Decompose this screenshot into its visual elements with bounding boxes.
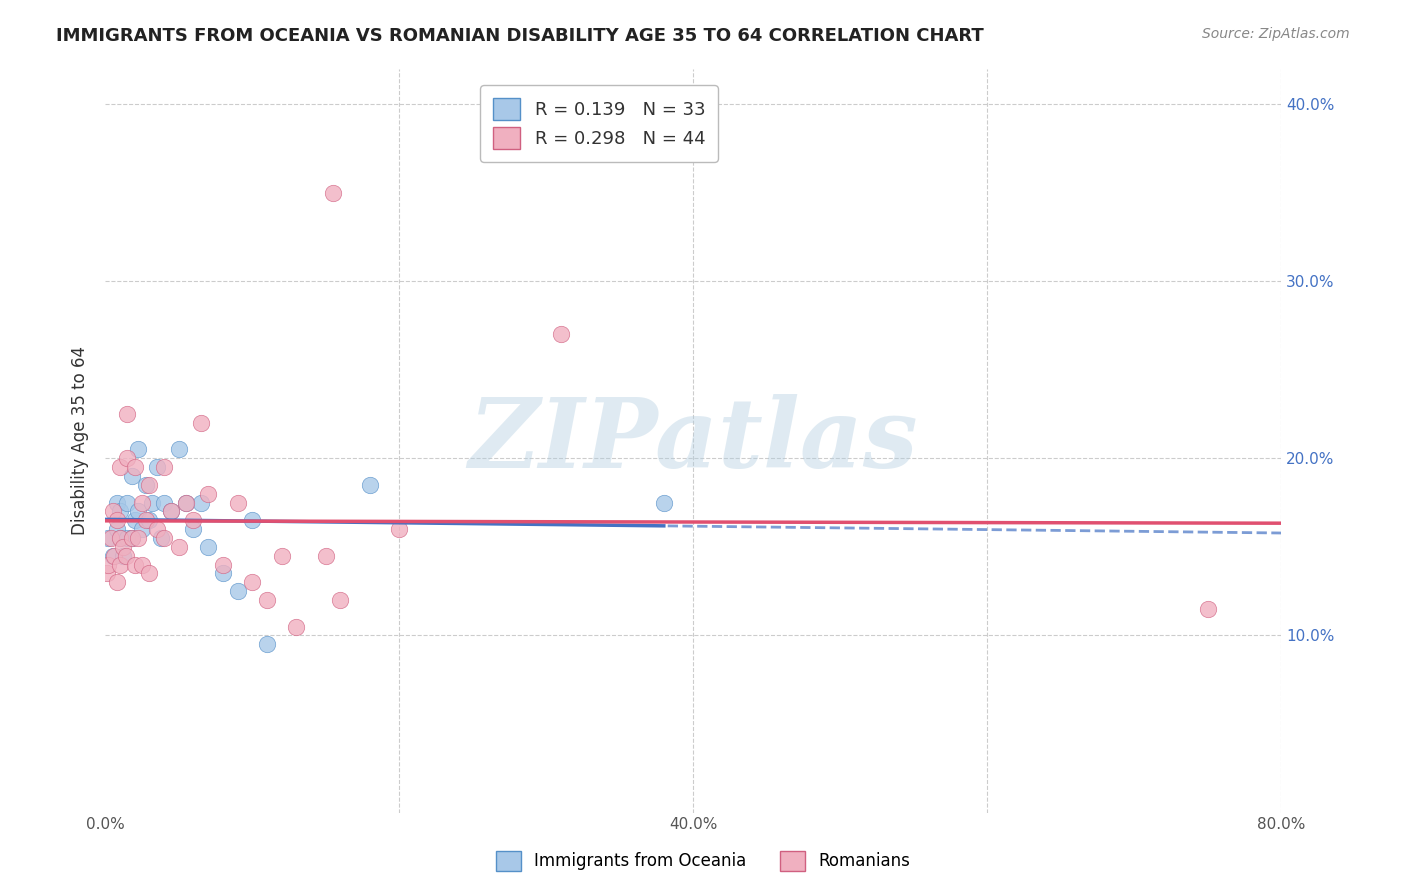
Point — [285, 619, 308, 633]
Point — [174, 495, 197, 509]
Point — [160, 504, 183, 518]
Point — [160, 504, 183, 518]
Point — [127, 531, 149, 545]
Point — [240, 513, 263, 527]
Point — [131, 495, 153, 509]
Point — [315, 549, 337, 563]
Point — [153, 531, 176, 545]
Point — [256, 593, 278, 607]
Point — [190, 495, 212, 509]
Point — [127, 504, 149, 518]
Point — [167, 442, 190, 457]
Text: IMMIGRANTS FROM OCEANIA VS ROMANIAN DISABILITY AGE 35 TO 64 CORRELATION CHART: IMMIGRANTS FROM OCEANIA VS ROMANIAN DISA… — [56, 27, 984, 45]
Point — [153, 460, 176, 475]
Point — [190, 416, 212, 430]
Point — [270, 549, 292, 563]
Point — [256, 637, 278, 651]
Point — [138, 513, 160, 527]
Point — [329, 593, 352, 607]
Point — [108, 531, 131, 545]
Point — [111, 540, 134, 554]
Point — [100, 531, 122, 545]
Point — [183, 513, 205, 527]
Point — [108, 558, 131, 572]
Point — [1197, 602, 1219, 616]
Point — [197, 486, 219, 500]
Point — [226, 495, 249, 509]
Point — [211, 558, 233, 572]
Point — [96, 566, 118, 581]
Legend: Immigrants from Oceania, Romanians: Immigrants from Oceania, Romanians — [488, 842, 918, 880]
Point — [121, 531, 143, 545]
Point — [117, 407, 139, 421]
Point — [652, 495, 675, 509]
Point — [101, 504, 124, 518]
Point — [117, 451, 139, 466]
Legend: R = 0.139   N = 33, R = 0.298   N = 44: R = 0.139 N = 33, R = 0.298 N = 44 — [481, 85, 718, 161]
Point — [153, 495, 176, 509]
Point — [197, 540, 219, 554]
Point — [322, 186, 344, 200]
Point — [226, 584, 249, 599]
Text: Source: ZipAtlas.com: Source: ZipAtlas.com — [1202, 27, 1350, 41]
Point — [111, 549, 134, 563]
Point — [121, 531, 143, 545]
Point — [108, 460, 131, 475]
Point — [121, 469, 143, 483]
Point — [131, 558, 153, 572]
Point — [138, 478, 160, 492]
Point — [211, 566, 233, 581]
Point — [105, 522, 128, 536]
Point — [103, 549, 125, 563]
Point — [183, 522, 205, 536]
Point — [124, 558, 146, 572]
Point — [117, 531, 139, 545]
Point — [131, 522, 153, 536]
Point — [97, 531, 120, 545]
Point — [117, 495, 139, 509]
Point — [124, 513, 146, 527]
Point — [108, 531, 131, 545]
Point — [141, 495, 163, 509]
Point — [388, 522, 411, 536]
Point — [97, 558, 120, 572]
Text: ZIPatlas: ZIPatlas — [468, 393, 918, 488]
Point — [135, 513, 157, 527]
Point — [550, 327, 572, 342]
Point — [150, 531, 173, 545]
Point — [105, 513, 128, 527]
Point — [108, 504, 131, 518]
Point — [124, 460, 146, 475]
Point — [167, 540, 190, 554]
Point — [359, 478, 381, 492]
Point — [145, 460, 167, 475]
Point — [114, 549, 136, 563]
Point — [101, 549, 124, 563]
Point — [127, 442, 149, 457]
Point — [145, 522, 167, 536]
Point — [174, 495, 197, 509]
Point — [240, 575, 263, 590]
Point — [105, 495, 128, 509]
Y-axis label: Disability Age 35 to 64: Disability Age 35 to 64 — [72, 346, 89, 535]
Point — [135, 478, 157, 492]
Point — [138, 566, 160, 581]
Point — [105, 575, 128, 590]
